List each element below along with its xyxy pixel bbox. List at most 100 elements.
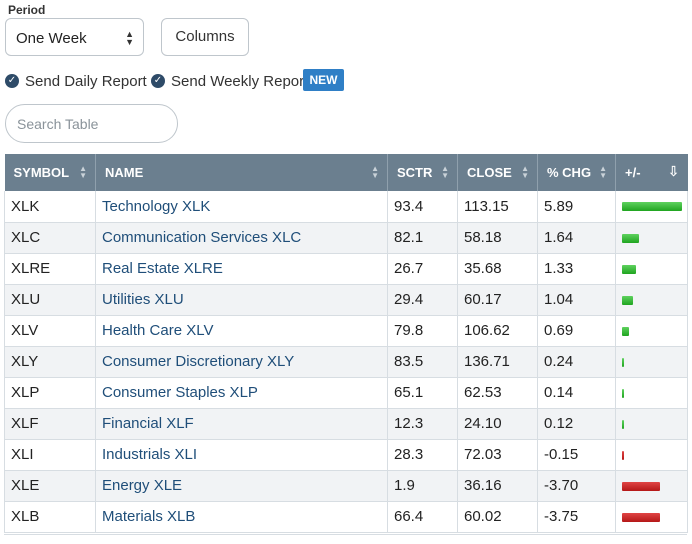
change-bar: [622, 295, 633, 305]
name-link[interactable]: Consumer Discretionary XLY: [95, 346, 388, 378]
close-cell: 113.15: [457, 191, 538, 223]
sctr-cell: 65.1: [387, 377, 458, 409]
table-row[interactable]: XLC Communication Services XLC 82.1 58.18 1.…: [4, 222, 688, 254]
name-link[interactable]: Communication Services XLC: [95, 222, 388, 254]
sctr-cell: 79.8: [387, 315, 458, 347]
sort-icon: ▲ ▼: [441, 164, 449, 180]
close-cell: 136.71: [457, 346, 538, 378]
sort-icon: ▲ ▼: [521, 164, 529, 180]
symbol-cell[interactable]: XLC: [4, 222, 96, 254]
table-row[interactable]: XLY Consumer Discretionary XLY 83.5 136.71 0…: [4, 346, 688, 378]
sort-descending-icon: ⇩: [667, 163, 680, 179]
close-cell: 24.10: [457, 408, 538, 440]
symbol-cell[interactable]: XLU: [4, 284, 96, 316]
period-select[interactable]: One Week ▲ ▼: [5, 18, 144, 56]
name-link[interactable]: Utilities XLU: [95, 284, 388, 316]
chg-cell: 0.69: [537, 315, 616, 347]
change-bar-cell: [615, 222, 688, 254]
symbol-cell[interactable]: XLY: [4, 346, 96, 378]
send-weekly-report-label: Send Weekly Report: [171, 72, 309, 90]
sctr-cell: 1.9: [387, 470, 458, 502]
column-header-chg[interactable]: % CHG ▲ ▼: [537, 154, 616, 191]
chg-cell: -3.70: [537, 470, 616, 502]
table-row[interactable]: XLF Financial XLF 12.3 24.10 0.12: [4, 408, 688, 440]
table-row[interactable]: XLI Industrials XLI 28.3 72.03 -0.15: [4, 439, 688, 471]
chg-cell: 0.24: [537, 346, 616, 378]
name-link[interactable]: Financial XLF: [95, 408, 388, 440]
symbol-cell[interactable]: XLV: [4, 315, 96, 347]
table-row[interactable]: XLU Utilities XLU 29.4 60.17 1.04: [4, 284, 688, 316]
name-link[interactable]: Consumer Staples XLP: [95, 377, 388, 409]
name-link[interactable]: Health Care XLV: [95, 315, 388, 347]
change-bar-cell: [615, 470, 688, 502]
change-bar-cell: [615, 346, 688, 378]
table-bottom-border: [4, 534, 687, 535]
symbol-cell[interactable]: XLF: [4, 408, 96, 440]
close-cell: 72.03: [457, 439, 538, 471]
change-bar: [622, 512, 660, 522]
change-bar: [622, 202, 682, 212]
search-table-input[interactable]: [5, 104, 178, 143]
sctr-cell: 29.4: [387, 284, 458, 316]
symbol-cell[interactable]: XLP: [4, 377, 96, 409]
column-header-name[interactable]: NAME ▲ ▼: [95, 154, 388, 191]
change-bar: [622, 450, 624, 460]
send-daily-report-checkbox[interactable]: ✓ Send Daily Report: [5, 71, 147, 91]
column-header-sctr[interactable]: SCTR ▲ ▼: [387, 154, 458, 191]
period-select-value: One Week: [16, 30, 87, 47]
name-link[interactable]: Energy XLE: [95, 470, 388, 502]
change-bar-cell: [615, 501, 688, 533]
chg-cell: -0.15: [537, 439, 616, 471]
check-circle-icon: ✓: [5, 74, 19, 88]
symbol-cell[interactable]: XLE: [4, 470, 96, 502]
table-row[interactable]: XLE Energy XLE 1.9 36.16 -3.70: [4, 470, 688, 502]
sector-table: SYMBOL ▲ ▼ NAME ▲ ▼ SCTR ▲ ▼ CLOSE ▲ ▼ % CHG ▲ ▼ +…: [4, 154, 688, 533]
change-bar-cell: [615, 439, 688, 471]
change-bar-cell: [615, 253, 688, 285]
chg-cell: 1.33: [537, 253, 616, 285]
sctr-cell: 82.1: [387, 222, 458, 254]
table-row[interactable]: XLV Health Care XLV 79.8 106.62 0.69: [4, 315, 688, 347]
table-row[interactable]: XLB Materials XLB 66.4 60.02 -3.75: [4, 501, 688, 533]
columns-button[interactable]: Columns: [161, 18, 249, 56]
column-header-symbol[interactable]: SYMBOL ▲ ▼: [4, 154, 96, 191]
close-cell: 36.16: [457, 470, 538, 502]
sort-icon: ▲ ▼: [599, 164, 607, 180]
change-bar: [622, 326, 629, 336]
table-row[interactable]: XLK Technology XLK 93.4 113.15 5.89: [4, 191, 688, 223]
change-bar: [622, 264, 636, 274]
column-header-close[interactable]: CLOSE ▲ ▼: [457, 154, 538, 191]
name-link[interactable]: Technology XLK: [95, 191, 388, 223]
change-bar: [622, 233, 639, 243]
sctr-cell: 66.4: [387, 501, 458, 533]
table-row[interactable]: XLRE Real Estate XLRE 26.7 35.68 1.33: [4, 253, 688, 285]
send-weekly-report-checkbox[interactable]: ✓ Send Weekly Report: [151, 71, 308, 91]
select-arrows-icon: ▲ ▼: [125, 29, 134, 47]
change-bar: [622, 481, 660, 491]
period-label: Period: [8, 3, 46, 17]
symbol-cell[interactable]: XLB: [4, 501, 96, 533]
symbol-cell[interactable]: XLI: [4, 439, 96, 471]
new-badge: NEW: [303, 69, 344, 91]
name-link[interactable]: Materials XLB: [95, 501, 388, 533]
column-header-plus-minus[interactable]: +/- ⇩: [615, 154, 688, 191]
close-cell: 106.62: [457, 315, 538, 347]
symbol-cell[interactable]: XLK: [4, 191, 96, 223]
change-bar-cell: [615, 191, 688, 223]
close-cell: 58.18: [457, 222, 538, 254]
close-cell: 60.02: [457, 501, 538, 533]
send-daily-report-label: Send Daily Report: [25, 72, 147, 90]
close-cell: 60.17: [457, 284, 538, 316]
chg-cell: 1.04: [537, 284, 616, 316]
change-bar-cell: [615, 377, 688, 409]
sctr-cell: 26.7: [387, 253, 458, 285]
chg-cell: 0.14: [537, 377, 616, 409]
name-link[interactable]: Real Estate XLRE: [95, 253, 388, 285]
name-link[interactable]: Industrials XLI: [95, 439, 388, 471]
change-bar: [622, 357, 624, 367]
check-circle-icon: ✓: [151, 74, 165, 88]
symbol-cell[interactable]: XLRE: [4, 253, 96, 285]
close-cell: 62.53: [457, 377, 538, 409]
change-bar: [622, 419, 624, 429]
table-row[interactable]: XLP Consumer Staples XLP 65.1 62.53 0.14: [4, 377, 688, 409]
